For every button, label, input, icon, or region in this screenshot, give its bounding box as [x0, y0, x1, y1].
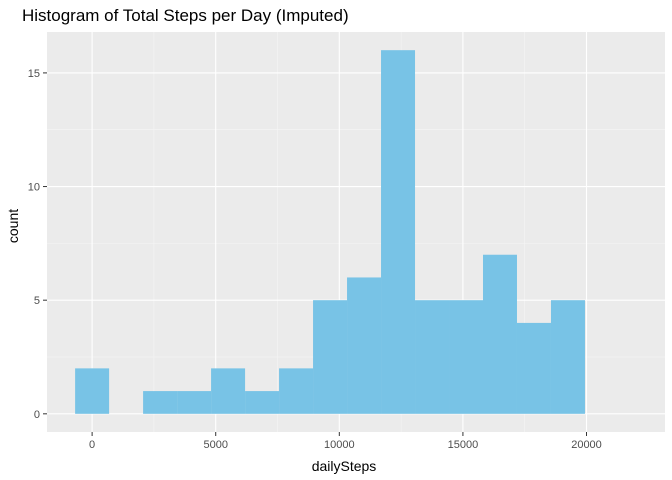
- histogram-bar: [449, 300, 483, 414]
- histogram-bar: [143, 391, 178, 414]
- histogram-bar: [347, 277, 382, 414]
- chart-title: Histogram of Total Steps per Day (Impute…: [22, 6, 349, 25]
- x-tick-label: 0: [89, 439, 95, 451]
- y-axis-title: count: [5, 209, 21, 243]
- y-tick-label: 15: [28, 68, 40, 80]
- histogram-bar: [177, 391, 212, 414]
- histogram-bar: [245, 391, 280, 414]
- histogram-bar: [313, 300, 348, 414]
- y-tick-label: 0: [34, 409, 40, 421]
- histogram-bars: [75, 50, 585, 414]
- histogram-bar: [211, 368, 246, 414]
- x-tick-label: 10000: [324, 439, 355, 451]
- histogram-bar: [279, 368, 314, 414]
- x-axis-title: dailySteps: [312, 458, 377, 474]
- y-tick-label: 5: [34, 295, 40, 307]
- histogram-bar: [381, 50, 416, 414]
- y-tick-label: 10: [28, 182, 40, 194]
- y-axis-ticks: 0 5 10 15: [28, 68, 47, 421]
- histogram-bar: [415, 300, 450, 414]
- histogram-bar: [550, 300, 585, 414]
- x-tick-label: 15000: [448, 439, 479, 451]
- x-tick-label: 5000: [203, 439, 227, 451]
- x-tick-label: 20000: [571, 439, 602, 451]
- histogram-bar: [75, 368, 110, 414]
- histogram-bar: [516, 322, 551, 414]
- histogram-bar: [482, 254, 517, 414]
- x-axis-ticks: 0 5000 10000 15000 20000: [89, 432, 602, 451]
